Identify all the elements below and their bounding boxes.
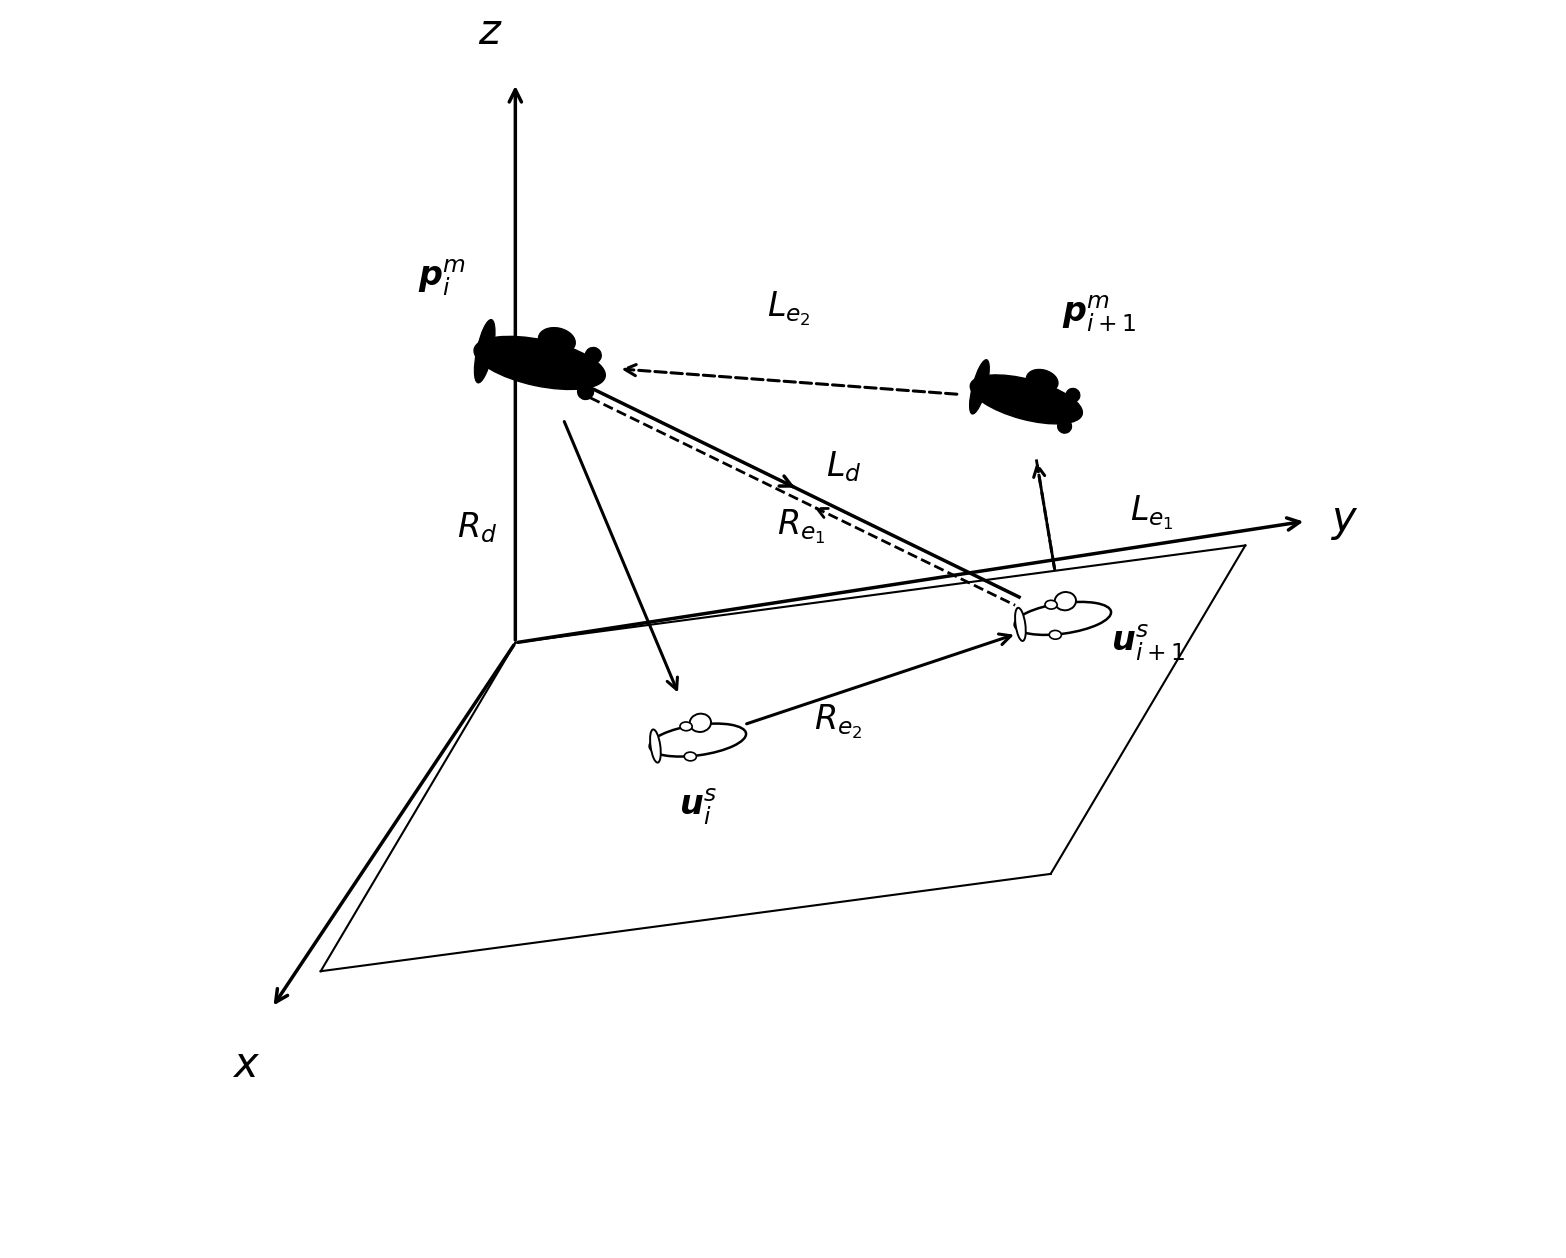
Ellipse shape: [1054, 593, 1076, 610]
Ellipse shape: [578, 384, 594, 400]
Text: $x$: $x$: [232, 1044, 260, 1086]
Ellipse shape: [474, 336, 606, 390]
Text: $L_{e_1}$: $L_{e_1}$: [1129, 493, 1173, 532]
Ellipse shape: [539, 327, 575, 353]
Text: $z$: $z$: [479, 10, 503, 53]
Text: $L_{e_2}$: $L_{e_2}$: [767, 289, 811, 327]
Ellipse shape: [1066, 389, 1081, 403]
Ellipse shape: [1015, 608, 1026, 640]
Ellipse shape: [689, 713, 711, 732]
Ellipse shape: [1057, 419, 1071, 433]
Text: $R_{e_1}$: $R_{e_1}$: [777, 508, 825, 546]
Text: $R_{e_2}$: $R_{e_2}$: [813, 702, 861, 741]
Ellipse shape: [1015, 601, 1110, 635]
Ellipse shape: [1045, 600, 1057, 609]
Ellipse shape: [971, 375, 1082, 424]
Ellipse shape: [586, 347, 601, 364]
Text: $\boldsymbol{u}_{i+1}^s$: $\boldsymbol{u}_{i+1}^s$: [1110, 623, 1185, 663]
Ellipse shape: [684, 752, 697, 761]
Text: $\boldsymbol{p}_i^m$: $\boldsymbol{p}_i^m$: [418, 258, 467, 298]
Ellipse shape: [680, 722, 692, 731]
Text: $\boldsymbol{p}_{i+1}^m$: $\boldsymbol{p}_{i+1}^m$: [1062, 294, 1137, 335]
Ellipse shape: [650, 730, 661, 762]
Ellipse shape: [1026, 370, 1059, 392]
Ellipse shape: [1049, 630, 1062, 639]
Text: $R_d$: $R_d$: [457, 509, 496, 545]
Text: $L_d$: $L_d$: [825, 449, 861, 483]
Ellipse shape: [969, 360, 990, 414]
Text: $\boldsymbol{u}_i^s$: $\boldsymbol{u}_i^s$: [680, 788, 717, 827]
Text: $y$: $y$: [1331, 501, 1359, 542]
Ellipse shape: [650, 723, 745, 756]
Ellipse shape: [474, 320, 495, 382]
